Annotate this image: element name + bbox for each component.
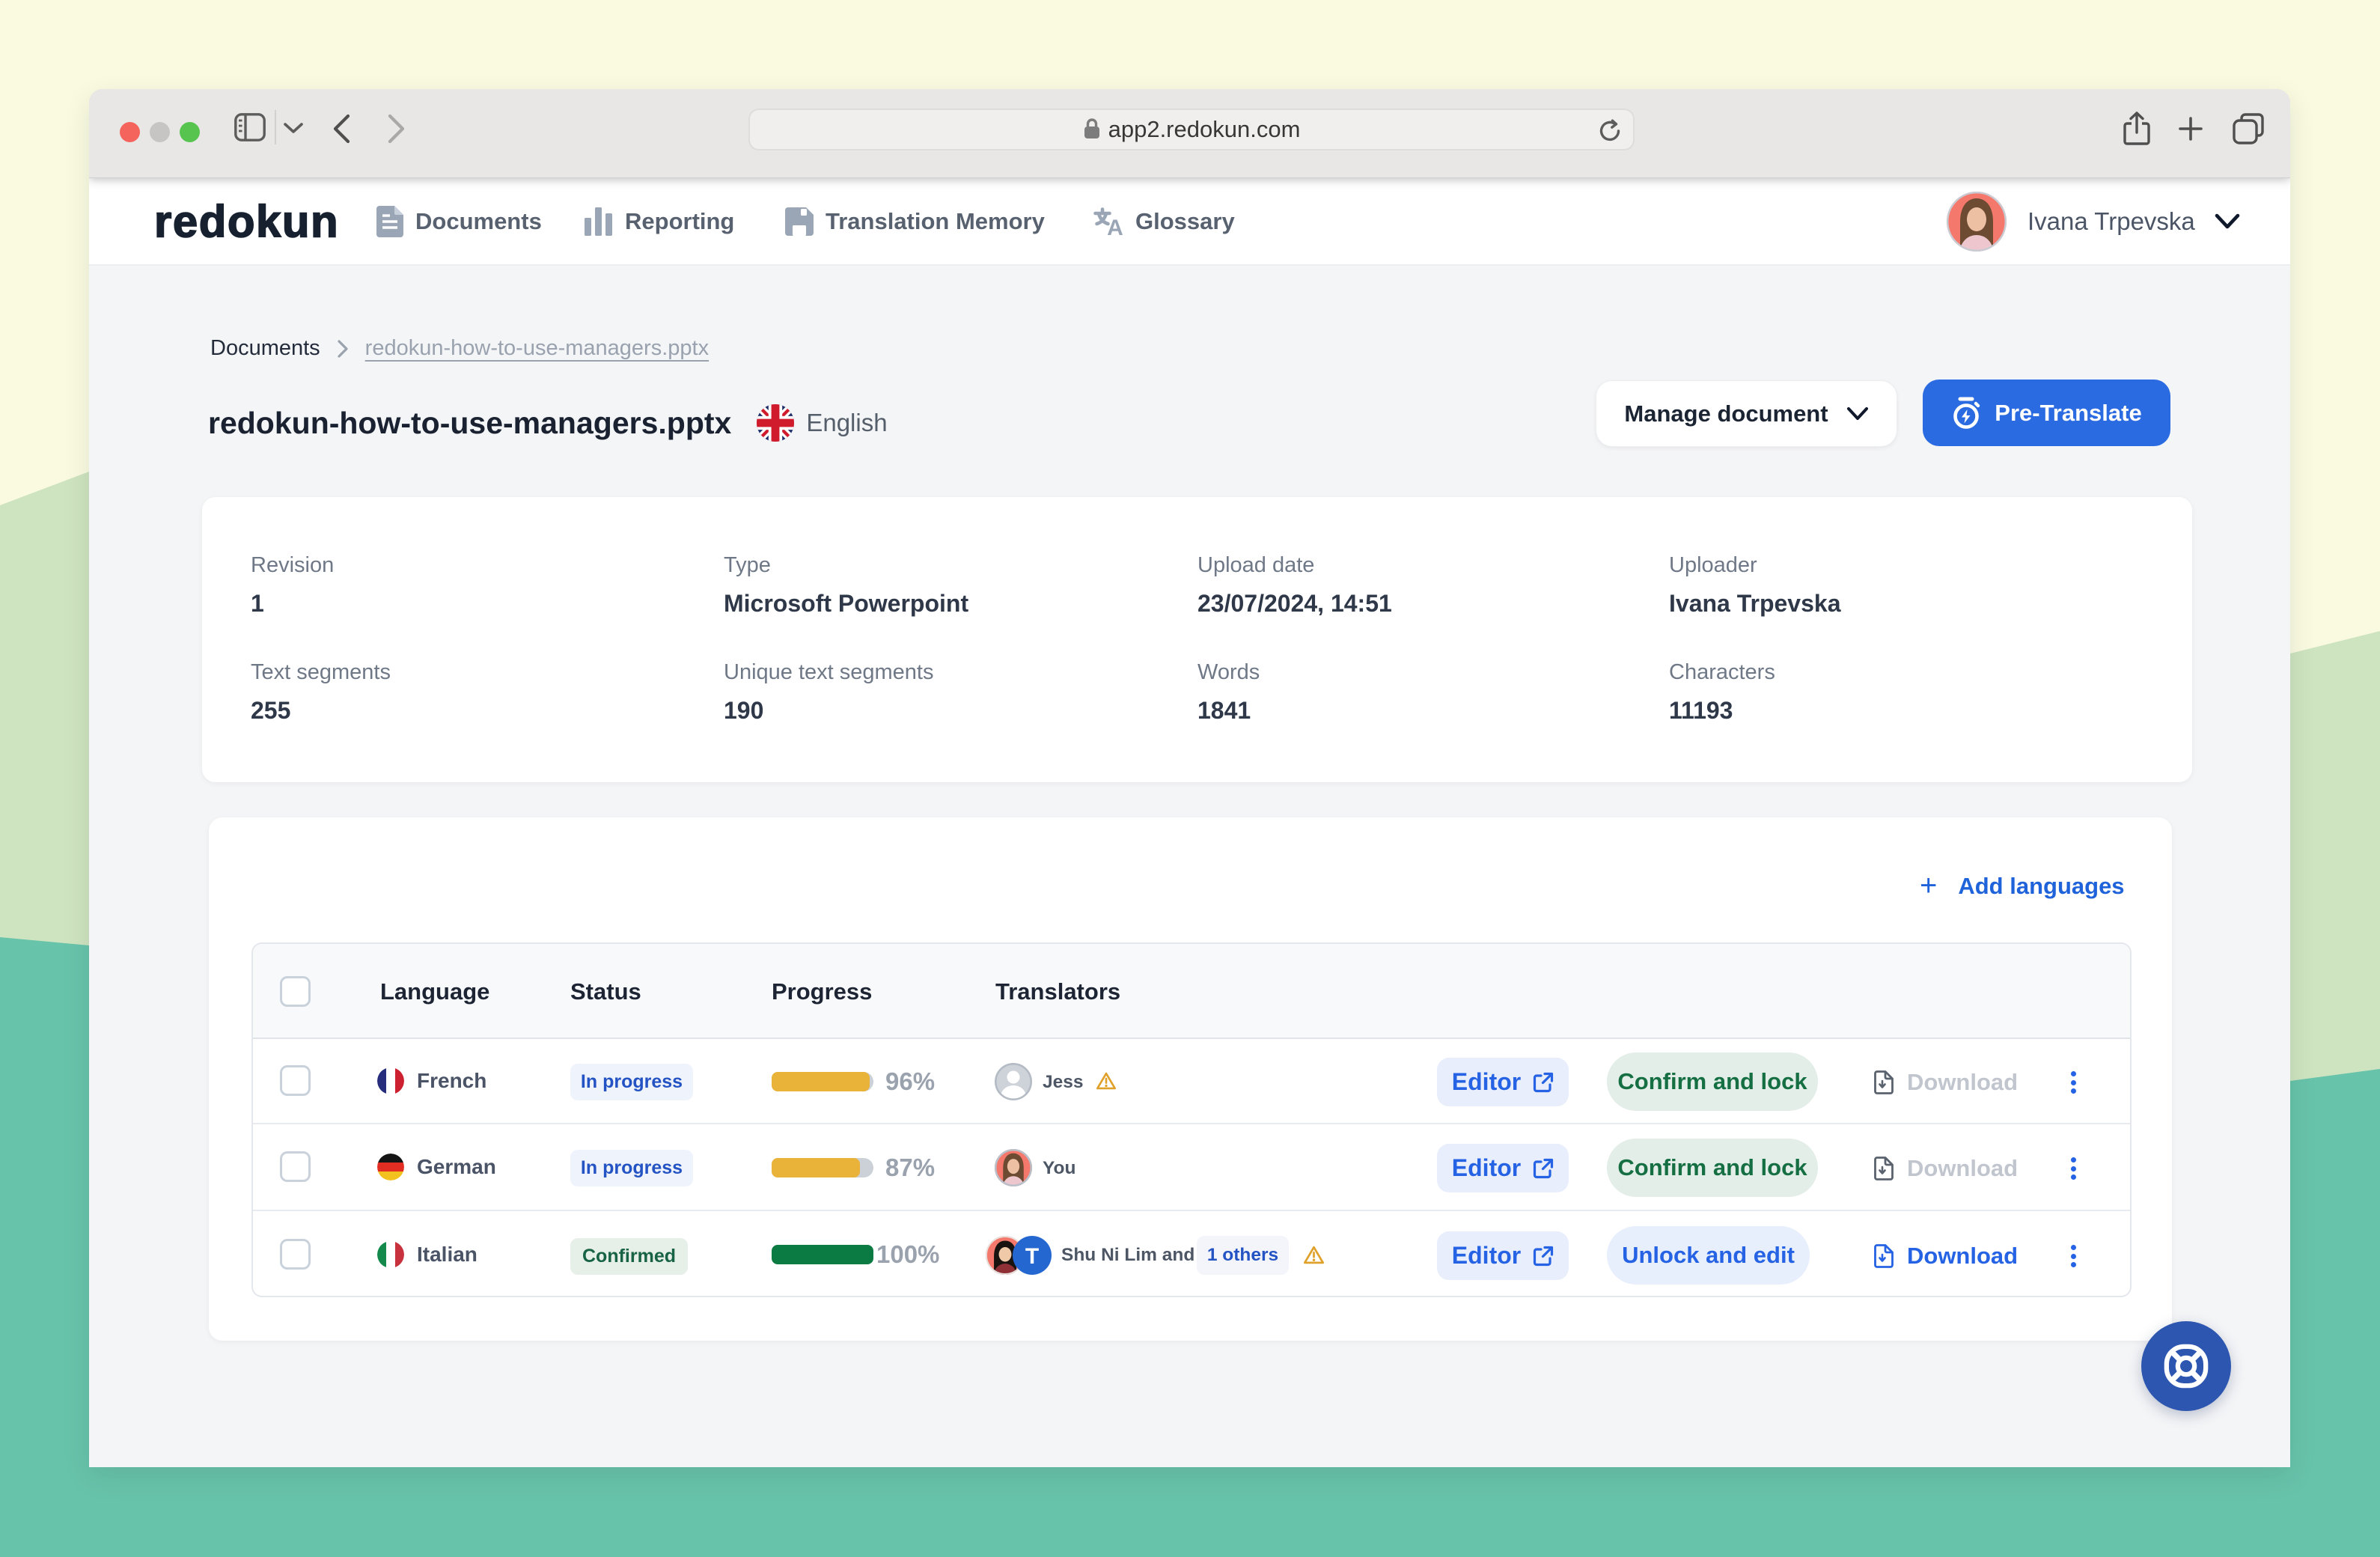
svg-text:T: T [1025,1244,1039,1269]
svg-text:A: A [1107,216,1123,236]
